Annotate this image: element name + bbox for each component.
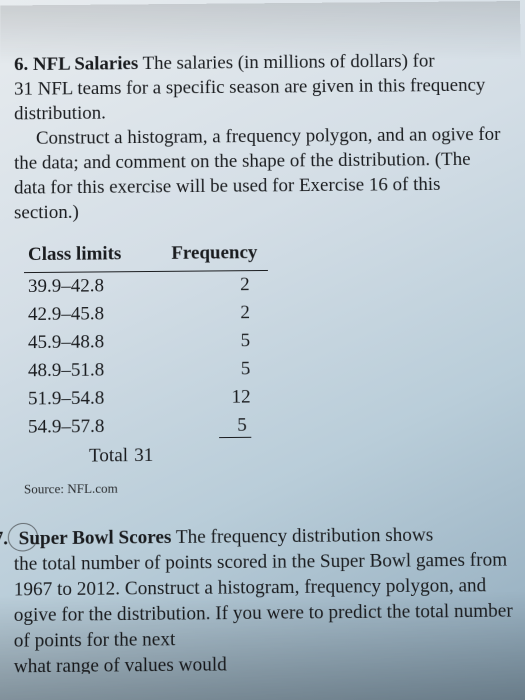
table-row: 51.9–54.8 12 [24,383,269,413]
cell-freq: 5 [132,327,269,356]
problem-6-text: 6. NFL Salaries The salaries (in million… [14,48,506,226]
problem-6-line2: 31 NFL teams for a specific season are g… [14,73,504,127]
cell-freq: 5 [132,411,269,440]
cell-class: 51.9–54.8 [24,384,132,413]
cell-freq: 2 [132,298,269,327]
table-row: 45.9–48.8 5 [24,327,268,357]
table-row: 42.9–45.8 2 [24,298,268,328]
cell-freq: 2 [131,270,267,300]
table-row: 54.9–57.8 5 [24,411,269,441]
problem-6-title: NFL Salaries [33,53,138,75]
problem-6: 6. NFL Salaries The salaries (in million… [14,48,511,497]
table-header-row: Class limits Frequency [24,238,268,273]
cell-class: 48.9–51.8 [24,356,132,385]
problem-6-number: 6. [14,54,28,75]
problem-7-line1: The frequency distribution shows [171,524,433,548]
cell-freq: 12 [132,383,269,412]
source-citation: Source: NFL.com [24,477,511,498]
textbook-page: 6. NFL Salaries The salaries (in million… [0,1,525,700]
problem-7: 7. Super Bowl Scores The frequency distr… [14,521,514,674]
problem-7-title: Super Bowl Scores [19,526,172,549]
problem-7-cutoff: what range of values would [14,649,514,674]
table-row: 39.9–42.8 2 [24,270,268,301]
total-value: 31 [132,439,269,470]
problem-7-body: the total number of points scored in the… [14,547,514,654]
problem-6-para2: Construct a histogram, a frequency polyg… [14,122,506,226]
cell-class: 42.9–45.8 [24,300,132,329]
problem-7-text: 7. Super Bowl Scores The frequency distr… [14,521,514,674]
cell-freq: 5 [132,355,269,384]
frequency-table: Class limits Frequency 39.9–42.8 2 42.9–… [24,238,269,471]
total-label: Total [24,440,132,470]
problem-7-number: 7. [0,528,8,550]
table-row: 48.9–51.8 5 [24,355,269,385]
cell-class: 39.9–42.8 [24,271,132,300]
cell-class: 45.9–48.8 [24,328,132,357]
cell-class: 54.9–57.8 [24,412,132,441]
header-class-limits: Class limits [24,239,131,272]
table-total-row: Total 31 [24,439,269,470]
header-frequency: Frequency [131,238,267,272]
problem-6-line1: The salaries (in millions of dollars) fo… [138,51,435,74]
